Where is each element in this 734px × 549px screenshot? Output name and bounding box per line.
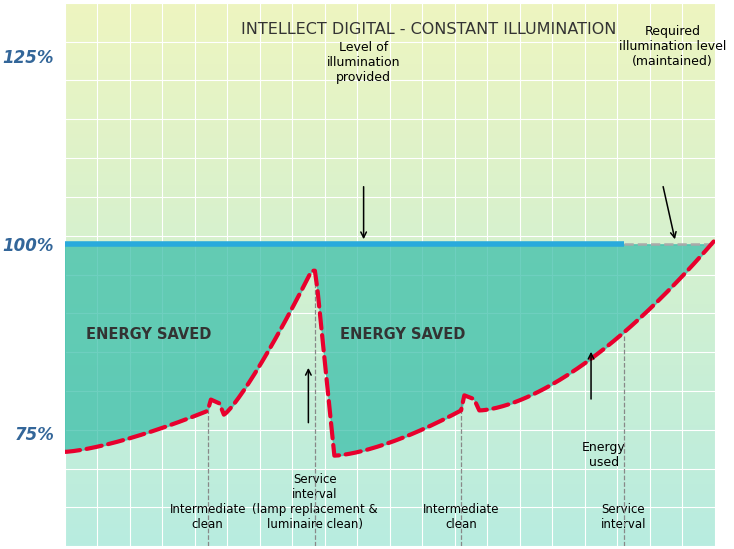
Text: Energy
used: Energy used [582,440,626,468]
Text: ENERGY SAVED: ENERGY SAVED [87,327,212,343]
Text: INTELLECT DIGITAL - CONSTANT ILLUMINATION: INTELLECT DIGITAL - CONSTANT ILLUMINATIO… [241,22,617,37]
Text: Service
interval: Service interval [601,503,646,531]
Text: Service
interval
(lamp replacement &
luminaire clean): Service interval (lamp replacement & lum… [252,473,378,531]
Text: ENERGY SAVED: ENERGY SAVED [340,327,465,343]
Text: Required
illumination level
(maintained): Required illumination level (maintained) [619,25,726,69]
Text: Level of
illumination
provided: Level of illumination provided [327,41,400,83]
Text: Intermediate
clean: Intermediate clean [170,503,246,531]
Text: Intermediate
clean: Intermediate clean [423,503,499,531]
